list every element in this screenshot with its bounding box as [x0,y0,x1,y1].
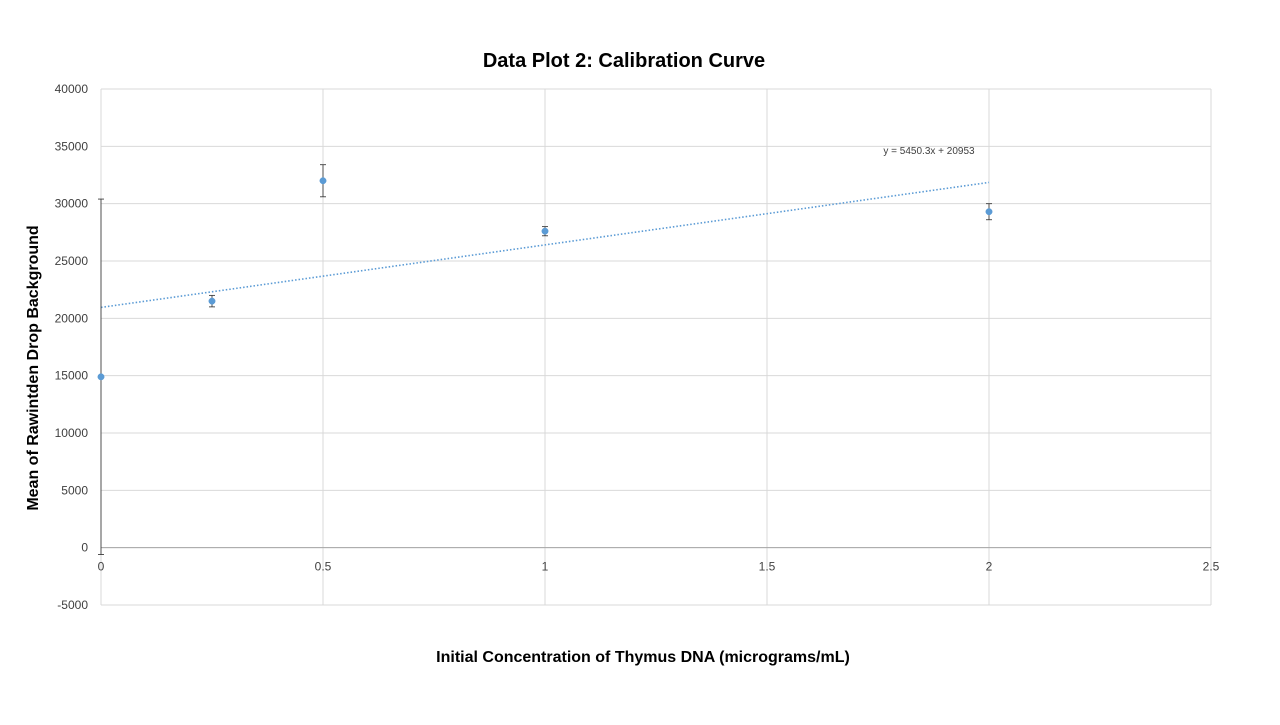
y-tick-label: 5000 [61,483,88,497]
x-tick-label: 2.5 [1203,560,1220,574]
y-axis-title: Mean of Rawintden Drop Background [25,225,42,510]
data-points [97,177,993,381]
y-tick-label: 10000 [55,426,89,440]
data-point [97,373,105,381]
data-point [985,208,993,216]
x-axis-title: Initial Concentration of Thymus DNA (mic… [436,649,850,666]
x-tick-label: 0 [98,560,105,574]
y-tick-label: 40000 [55,82,89,96]
data-point [319,177,327,185]
x-tick-label: 0.5 [315,560,332,574]
y-tick-label: 25000 [55,254,89,268]
y-tick-label: 30000 [55,197,89,211]
y-tick-label: 20000 [55,311,89,325]
trendline-equation: y = 5450.3x + 20953 [883,146,975,157]
y-tick-label: 15000 [55,369,89,383]
data-point [541,227,549,235]
y-tick-label: -5000 [57,598,88,612]
trendline [100,181,990,309]
chart-title: Data Plot 2: Calibration Curve [483,50,765,72]
tick-labels: -5000 0 5000 10000 15000 20000 25000 30000 35000… [55,82,1220,612]
trendline-group [100,181,990,309]
y-tick-label: 0 [81,541,88,555]
x-tick-label: 1 [542,560,549,574]
data-point [208,297,216,305]
y-tick-label: 35000 [55,139,89,153]
x-tick-label: 2 [986,560,993,574]
x-tick-label: 1.5 [759,560,776,574]
